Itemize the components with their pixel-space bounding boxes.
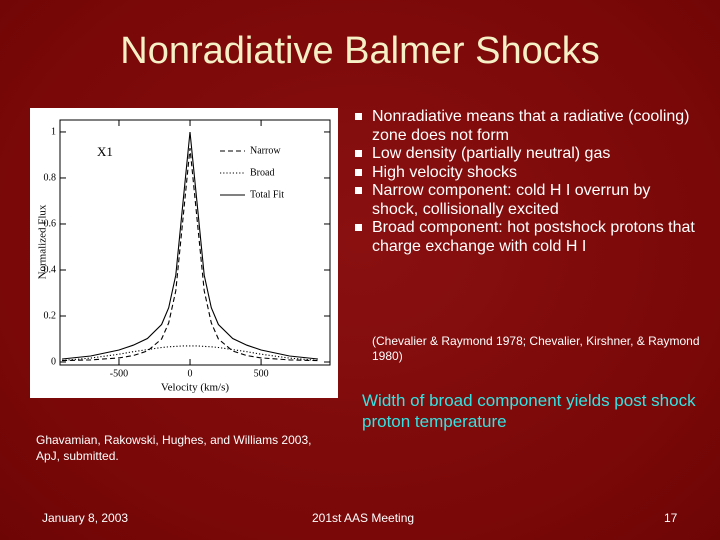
footer-date: January 8, 2003 (42, 511, 129, 525)
footer-event: 201st AAS Meeting (312, 511, 415, 525)
chart-annotation: X1 (97, 144, 113, 159)
bullet-marker (355, 187, 362, 194)
legend-label: Narrow (250, 145, 281, 156)
bullet-marker (355, 113, 362, 120)
y-tick-label: 0.2 (44, 310, 57, 321)
y-tick-label: 0.6 (44, 218, 57, 229)
series-line (62, 131, 318, 360)
bullet-marker (355, 150, 362, 157)
bullet-text: Narrow component: cold H I overrun by sh… (372, 182, 651, 218)
bullet-item: Low density (partially neutral) gas (352, 145, 697, 164)
x-tick-label: 500 (254, 368, 269, 379)
x-tick-label: 0 (188, 368, 193, 379)
bullet-item: High velocity shocks (352, 164, 697, 183)
y-tick-label: 0.4 (44, 264, 57, 275)
bullet-item: Broad component: hot postshock protons t… (352, 219, 697, 256)
y-tick-label: 0.8 (44, 172, 57, 183)
x-tick-label: -500 (110, 368, 128, 379)
citation: (Chevalier & Raymond 1978; Chevalier, Ki… (372, 334, 700, 363)
bullet-marker (355, 168, 362, 176)
bullet-text: Broad component: hot postshock protons t… (372, 219, 695, 255)
y-axis-label: Normalized Flux (37, 204, 49, 279)
bullet-text: Low density (partially neutral) gas (372, 145, 611, 162)
bullet-text: Nonradiative means that a radiative (coo… (372, 108, 690, 144)
y-tick-label: 0 (51, 356, 56, 367)
figure-background (30, 108, 338, 398)
bullet-list: Nonradiative means that a radiative (coo… (352, 108, 697, 256)
bullet-marker (355, 224, 362, 231)
bullet-text: High velocity shocks (372, 163, 517, 181)
y-tick-label: 1 (51, 126, 56, 137)
slide-title: Nonradiative Balmer Shocks (120, 30, 600, 72)
plot-frame (59, 119, 331, 366)
series-line (62, 148, 318, 362)
series-line (62, 345, 318, 361)
bullet-item: Nonradiative means that a radiative (coo… (352, 108, 697, 145)
page-number: 17 (664, 511, 678, 525)
bullet-item: Narrow component: cold H I overrun by sh… (352, 182, 697, 219)
figure: X1 Velocity (km/s) Normalized Flux -500 0… (30, 108, 338, 398)
figure-caption: Ghavamian, Rakowski, Hughes, and William… (36, 433, 312, 463)
legend-label: Broad (250, 167, 274, 178)
legend-label: Total Fit (250, 189, 284, 200)
highlight-text: Width of broad component yields post sho… (362, 391, 696, 431)
x-axis-label: Velocity (km/s) (161, 382, 229, 394)
